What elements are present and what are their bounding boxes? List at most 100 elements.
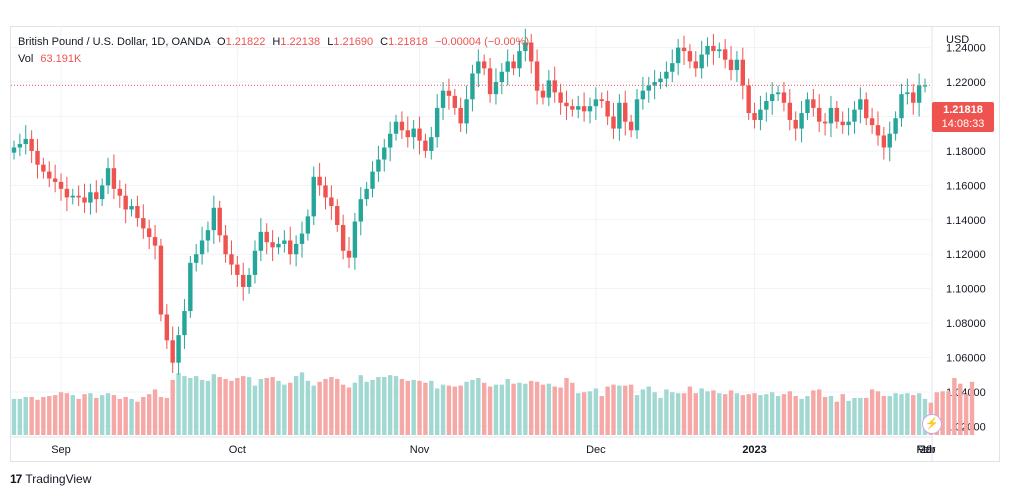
candle-body: [805, 99, 810, 114]
volume-bar: [346, 387, 352, 435]
legend-volume-row: Vol 63.191K: [18, 51, 529, 68]
candle-body: [916, 85, 922, 103]
volume-bar: [152, 389, 158, 435]
symbol-title[interactable]: British Pound / U.S. Dollar, 1D, OANDA: [18, 36, 210, 48]
volume-bar: [699, 388, 704, 435]
volume-bar: [182, 376, 187, 435]
candle-body: [358, 199, 363, 222]
candle-body: [364, 188, 369, 200]
volume-bar: [99, 395, 105, 435]
volume-bar: [711, 390, 716, 435]
volume-bar: [317, 381, 322, 435]
chart-frame: [10, 26, 1000, 462]
volume-bar: [617, 385, 622, 435]
footer-branding[interactable]: 17 TradingView: [10, 472, 91, 486]
candle-body: [146, 228, 152, 238]
volume-bar: [505, 378, 510, 435]
candle-body: [311, 176, 316, 217]
candle-body: [182, 311, 187, 336]
candle-body: [875, 125, 881, 136]
candle-body: [29, 138, 34, 151]
volume-bar: [440, 384, 446, 435]
volume-bar: [158, 397, 164, 435]
volume-bar: [340, 384, 346, 435]
x-tick-label: Mar: [917, 444, 936, 456]
candle-body: [282, 240, 287, 244]
brand-name: TradingView: [25, 472, 92, 486]
candle-body: [293, 243, 299, 255]
volume-bar: [199, 379, 205, 435]
volume-bar: [775, 396, 781, 435]
candle-body: [887, 133, 892, 148]
candle-body: [105, 168, 111, 186]
candle-body: [176, 335, 181, 363]
volume-bar: [311, 385, 316, 435]
volume-bar: [305, 380, 311, 435]
candle-body: [517, 51, 522, 69]
candle-body: [552, 80, 557, 93]
y-tick-label: 1.14000: [946, 215, 986, 227]
candle-body: [628, 121, 634, 131]
volume-bar: [299, 372, 305, 435]
volume-bar: [264, 378, 269, 435]
candle-body: [640, 90, 646, 100]
volume-bar: [946, 391, 951, 435]
volume-bar: [47, 396, 52, 435]
volume-bar: [593, 388, 599, 435]
y-tick-label: 1.08000: [946, 318, 986, 330]
volume-bar: [470, 379, 475, 435]
volume-value: 63.191K: [40, 53, 82, 65]
candle-body: [299, 233, 305, 244]
volume-bar: [881, 396, 887, 435]
candle-body: [481, 61, 487, 69]
candle-body: [781, 92, 787, 103]
candle-body: [711, 45, 716, 52]
candle-body: [564, 102, 569, 107]
x-tick-label: 2023: [742, 444, 766, 456]
volume-bar: [934, 392, 939, 435]
volume-bar: [675, 393, 681, 435]
volume-bar: [916, 393, 922, 435]
candle-body: [423, 140, 428, 151]
volume-bar: [364, 381, 369, 435]
candle-body: [205, 230, 211, 241]
volume-bar: [781, 394, 787, 435]
volume-bar: [658, 397, 663, 435]
candle-body: [17, 144, 23, 148]
legend: British Pound / U.S. Dollar, 1D, OANDA O…: [18, 34, 529, 68]
volume-bar: [805, 396, 810, 435]
price-unit-label[interactable]: USD: [946, 34, 970, 46]
volume-bar: [446, 385, 452, 435]
volume-bar: [376, 377, 381, 435]
candle-body: [852, 109, 857, 122]
candle-body: [188, 262, 193, 312]
volume-bar: [129, 398, 134, 435]
last-price-value: 1.21818: [943, 104, 983, 116]
candle-body: [858, 99, 863, 110]
lightning-icon[interactable]: ⚡: [922, 414, 942, 434]
candle-body: [323, 185, 328, 198]
candle-body: [699, 54, 704, 69]
volume-bar: [270, 377, 275, 435]
volume-bar: [664, 389, 669, 435]
y-tick-label: 1.22000: [946, 77, 986, 89]
candle-body: [558, 92, 563, 103]
candle-body: [499, 71, 505, 83]
volume-bar: [481, 382, 487, 435]
volume-bar: [111, 395, 117, 435]
volume-bar: [387, 375, 393, 435]
candle-body: [246, 274, 252, 287]
candle-body: [534, 61, 540, 91]
candle-body: [217, 207, 222, 236]
candle-body: [911, 92, 916, 103]
volume-bar: [146, 394, 152, 435]
candle-body: [822, 121, 828, 124]
candle-body: [722, 49, 728, 60]
candle-body: [340, 224, 346, 251]
open-value: 1.21822: [225, 36, 266, 48]
candle-body: [922, 85, 928, 87]
volume-bar: [76, 398, 81, 435]
candle-body: [905, 92, 910, 95]
tradingview-logo-icon: 17: [10, 472, 22, 486]
